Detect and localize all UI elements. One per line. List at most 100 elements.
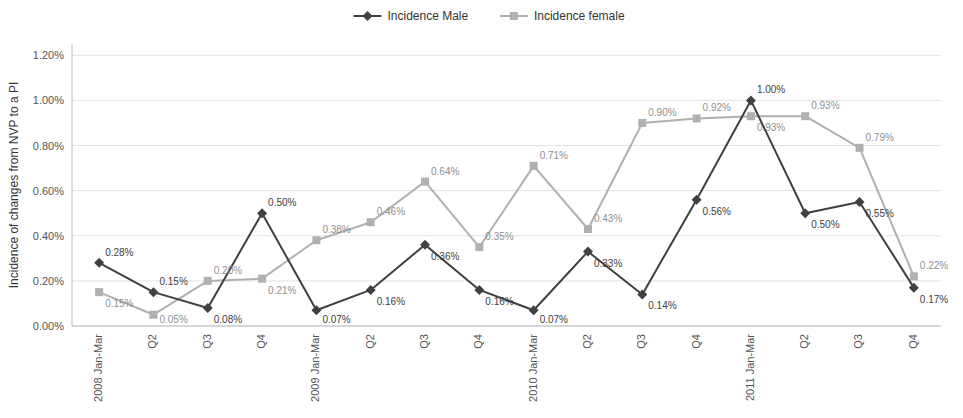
y-axis (72, 44, 73, 326)
point-marker (584, 225, 592, 233)
y-tick-label: 0.80% (33, 140, 64, 152)
data-label: 0.15% (105, 298, 133, 309)
y-tick-label: 0.60% (33, 185, 64, 197)
data-label: 0.93% (757, 122, 785, 133)
chart: 0.00%0.20%0.40%0.60%0.80%1.00%1.20%2008 … (0, 0, 963, 418)
data-label: 0.21% (268, 285, 296, 296)
series-line (99, 100, 914, 310)
point-marker (149, 311, 157, 319)
point-marker (312, 236, 320, 244)
data-label: 0.55% (866, 208, 894, 219)
point-marker (95, 288, 103, 296)
data-label: 0.17% (920, 294, 948, 305)
data-label: 0.79% (866, 132, 894, 143)
x-tick-label: Q4 (255, 334, 267, 349)
x-tick-label: Q3 (418, 334, 430, 349)
data-label: 0.15% (159, 276, 187, 287)
data-label: 0.07% (540, 314, 568, 325)
data-label: 0.36% (431, 251, 459, 262)
point-marker (583, 247, 593, 257)
point-marker (420, 240, 430, 250)
x-tick-label: Q4 (472, 334, 484, 349)
data-label: 0.16% (377, 296, 405, 307)
point-marker (257, 208, 267, 218)
x-tick-label: 2008 Jan-Mar (92, 334, 104, 402)
point-marker (530, 162, 538, 170)
point-marker (367, 218, 375, 226)
data-label: 0.56% (703, 206, 731, 217)
point-marker (637, 289, 647, 299)
legend-marker (363, 11, 373, 21)
grid-line (72, 145, 941, 146)
data-label: 0.33% (594, 258, 622, 269)
x-tick-label: Q2 (798, 334, 810, 349)
legend-label: Incidence female (534, 9, 625, 23)
data-label: 0.07% (322, 314, 350, 325)
point-marker (910, 272, 918, 280)
x-tick-label: 2010 Jan-Mar (527, 334, 539, 402)
data-label: 0.71% (540, 150, 568, 161)
data-label: 0.50% (268, 197, 296, 208)
data-label: 1.00% (757, 84, 785, 95)
y-axis-label: Incidence of changes from NVP to a PI (7, 82, 21, 289)
data-label: 0.22% (920, 260, 948, 271)
marks (94, 95, 919, 318)
x-tick-label: Q3 (635, 334, 647, 349)
point-marker (474, 285, 484, 295)
point-marker (746, 95, 756, 105)
x-tick-label: 2011 Jan-Mar (744, 334, 756, 401)
point-marker (204, 277, 212, 285)
point-marker (258, 275, 266, 283)
point-marker (529, 305, 539, 315)
legend: Incidence Male Incidence female (354, 9, 625, 23)
x-tick-label: Q4 (907, 334, 919, 349)
point-marker (421, 178, 429, 186)
y-tick-label: 1.00% (33, 94, 64, 106)
x-tick-label: Q2 (364, 334, 376, 349)
point-marker (800, 208, 810, 218)
data-label: 0.20% (214, 265, 242, 276)
data-label: 0.35% (485, 231, 513, 242)
data-label: 0.46% (377, 206, 405, 217)
y-tick-label: 0.40% (33, 230, 64, 242)
data-label: 0.05% (159, 314, 187, 325)
point-marker (747, 112, 755, 120)
data-label: 0.50% (811, 219, 839, 230)
data-label: 0.28% (105, 247, 133, 258)
y-tick-label: 0.20% (33, 275, 64, 287)
point-marker (801, 112, 809, 120)
legend-marker (510, 12, 518, 20)
grid-line (72, 55, 941, 56)
x-axis (72, 326, 941, 327)
data-label: 0.92% (703, 102, 731, 113)
legend-label: Incidence Male (388, 9, 469, 23)
grid-line (72, 190, 941, 191)
point-marker (856, 144, 864, 152)
point-marker (148, 287, 158, 297)
y-tick-label: 0.00% (33, 320, 64, 332)
x-tick-label: Q3 (852, 334, 864, 349)
grid-line (72, 326, 941, 327)
data-label: 0.43% (594, 213, 622, 224)
point-marker (638, 119, 646, 127)
data-labels: 0.28% 0.15% 0.08% 0.50% 0.07% 0.16% 0.36% 0.16%… (105, 84, 948, 325)
grid-line (72, 280, 941, 281)
data-label: 0.93% (811, 100, 839, 111)
x-tick-label: Q4 (690, 334, 702, 349)
point-marker (855, 197, 865, 207)
x-tick-label: Q3 (201, 334, 213, 349)
data-label: 0.38% (322, 224, 350, 235)
data-label: 0.64% (431, 166, 459, 177)
point-marker (203, 303, 213, 313)
data-label: 0.08% (214, 314, 242, 325)
x-tick-label: Q2 (581, 334, 593, 349)
data-label: 0.90% (648, 107, 676, 118)
x-tick-label: Q2 (146, 334, 158, 349)
point-marker (909, 283, 919, 293)
data-label: 0.14% (648, 300, 676, 311)
data-label: 0.16% (485, 296, 513, 307)
point-marker (693, 114, 701, 122)
point-marker (366, 285, 376, 295)
x-tick-label: 2009 Jan-Mar (309, 334, 321, 402)
grid (72, 55, 941, 326)
